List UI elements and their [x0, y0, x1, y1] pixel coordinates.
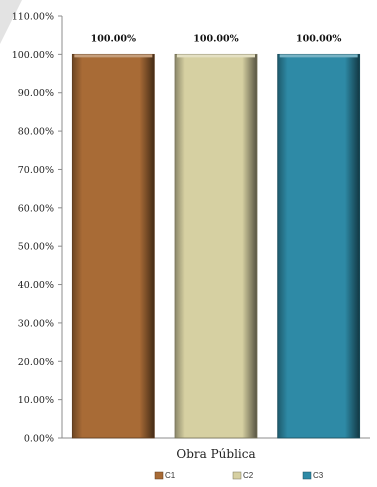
- data-label-c3: 100.00%: [296, 33, 341, 44]
- x-category-label: Obra Pública: [176, 447, 255, 461]
- y-tick-label: 70.00%: [18, 165, 54, 176]
- data-label-c2: 100.00%: [193, 33, 238, 44]
- y-tick-label: 30.00%: [18, 318, 54, 329]
- bar-top-bevel: [74, 54, 153, 58]
- y-tick-label: 0.00%: [24, 434, 54, 445]
- bar-c1: [71, 53, 155, 439]
- bar-top-bevel: [177, 54, 255, 58]
- legend-swatch-c3: [302, 471, 312, 480]
- corner-decoration: [0, 0, 22, 44]
- y-tick-label: 50.00%: [18, 242, 54, 253]
- y-tick-label: 90.00%: [18, 88, 54, 99]
- bar-c2: [174, 53, 258, 439]
- y-tick-label: 20.00%: [18, 357, 54, 368]
- y-tick-label: 100.00%: [12, 50, 54, 61]
- legend-swatch-c1: [154, 471, 164, 480]
- bar-series: [71, 53, 361, 439]
- y-tick-label: 110.00%: [12, 12, 54, 23]
- y-tick-label: 40.00%: [18, 280, 54, 291]
- y-tick-label: 80.00%: [18, 127, 54, 138]
- legend: C1 C2 C3: [154, 471, 324, 480]
- data-label-c1: 100.00%: [91, 33, 136, 44]
- y-axis: 0.00% 10.00% 20.00% 30.00% 40.00% 50.00% 60.00…: [12, 12, 63, 445]
- legend-label-c2: C2: [243, 471, 254, 480]
- legend-swatch-c2: [232, 471, 242, 480]
- legend-label-c3: C3: [313, 471, 324, 480]
- bar-top-bevel: [279, 54, 358, 58]
- legend-label-c1: C1: [165, 471, 176, 480]
- y-tick-label: 60.00%: [18, 203, 54, 214]
- data-labels: 100.00% 100.00% 100.00%: [91, 33, 342, 44]
- bar-c3: [277, 53, 361, 439]
- y-tick-label: 10.00%: [18, 395, 54, 406]
- x-axis: Obra Pública: [62, 437, 370, 461]
